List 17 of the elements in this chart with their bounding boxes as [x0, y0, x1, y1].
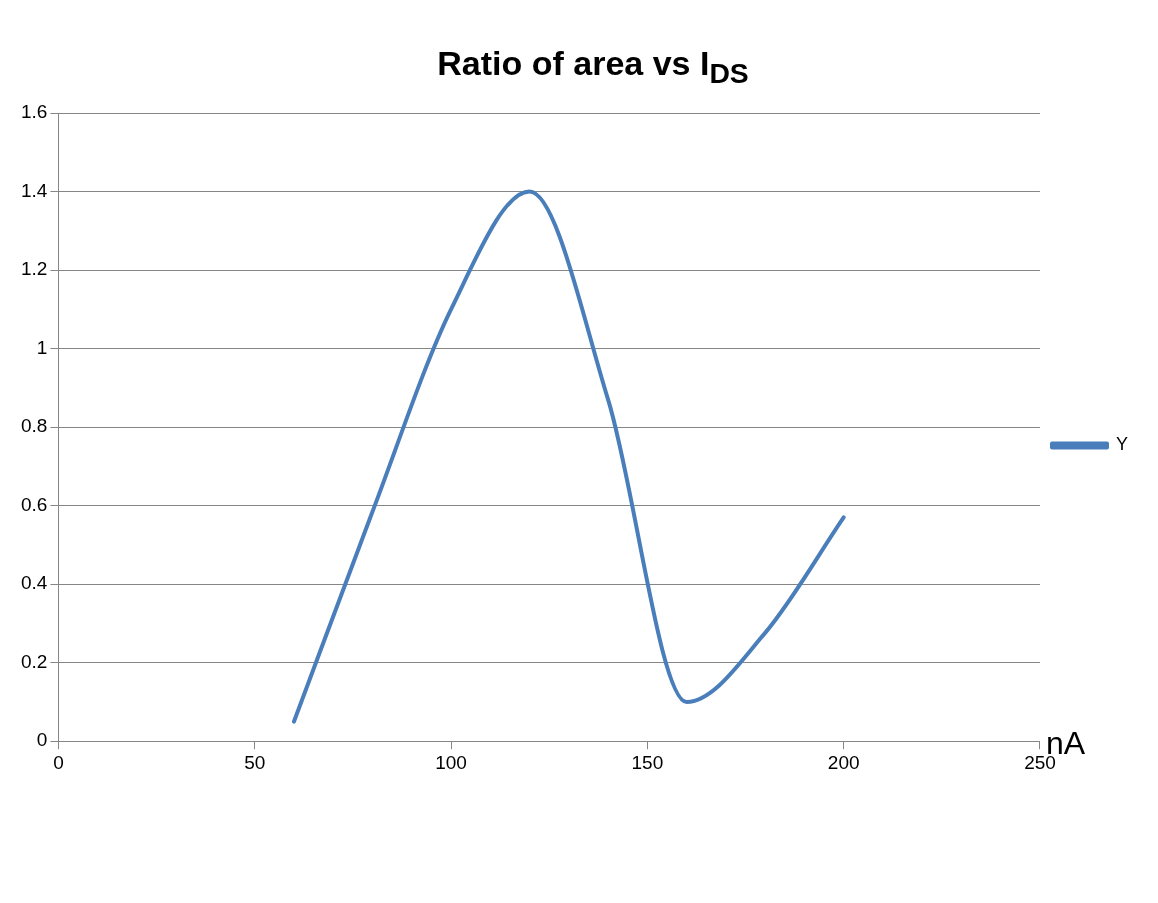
x-tick-label: 150 — [631, 751, 664, 773]
y-tick-label: 0.6 — [20, 493, 48, 515]
legend-label: Y — [1115, 434, 1129, 455]
y-tick-label: 1.2 — [20, 258, 48, 280]
y-tick-label: 0.2 — [20, 650, 48, 672]
y-tick-label: 1.4 — [20, 179, 48, 201]
x-tick-label: 200 — [827, 751, 860, 773]
y-tick-label: 0.4 — [20, 572, 48, 594]
x-tick-label: 100 — [435, 751, 467, 773]
line-series — [291, 189, 846, 724]
x-tick-label: 50 — [244, 751, 266, 773]
chart-title: Ratio of area vs I$_{DS}$ — [436, 44, 750, 90]
y-tick-label: 1.6 — [20, 101, 48, 123]
y-tick-label: 1 — [36, 336, 48, 358]
x-tick-label: 0 — [53, 751, 64, 773]
y-tick-label: 0 — [36, 729, 48, 751]
y-tick-label: 0.8 — [20, 415, 48, 437]
